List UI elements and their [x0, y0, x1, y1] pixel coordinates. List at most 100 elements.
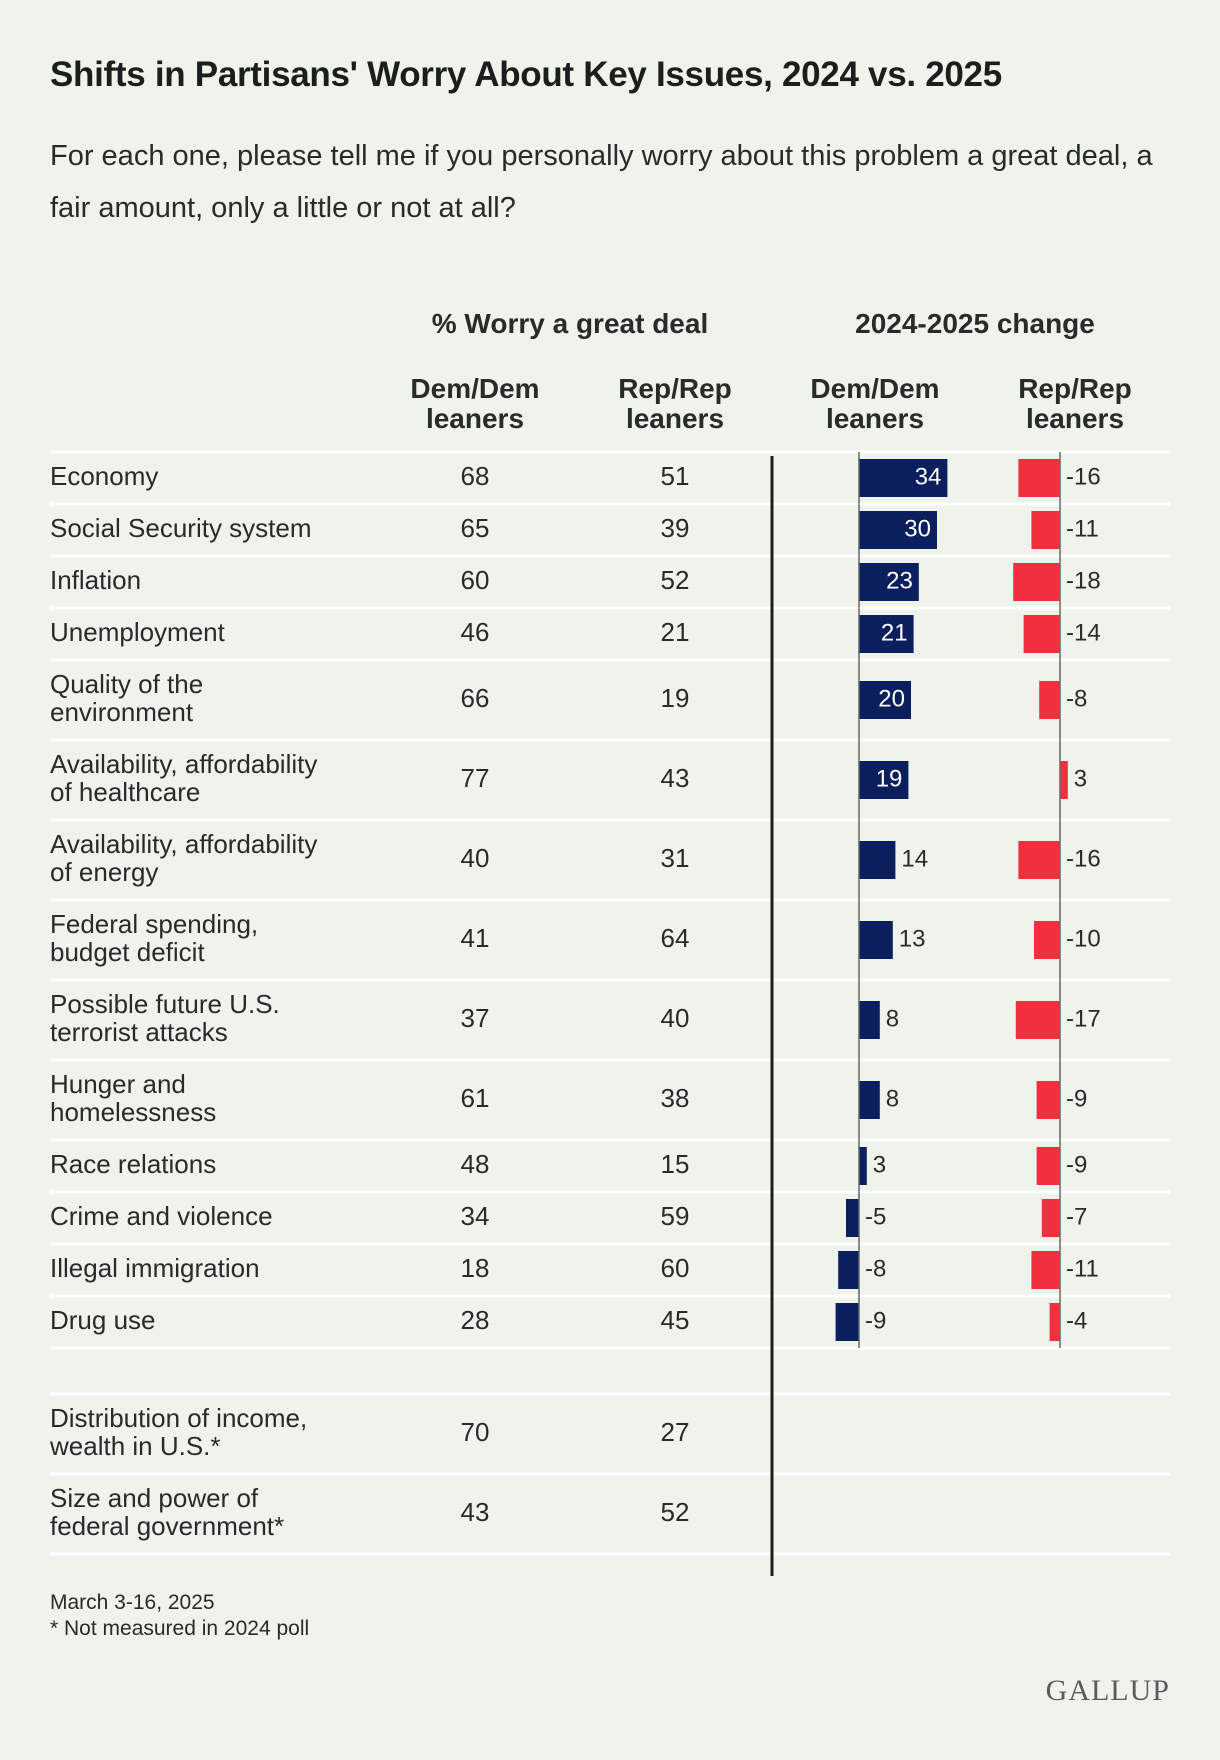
- rep-level-value: 45: [661, 1305, 690, 1335]
- dem-level-value: 37: [461, 1003, 490, 1033]
- rep-level-value: 21: [661, 617, 690, 647]
- dem-change-label: 20: [878, 685, 905, 712]
- dem-level-header: Dem/Dem leaners: [375, 374, 575, 434]
- dem-change-bar: [859, 1001, 880, 1039]
- rep-level-value: 19: [661, 683, 690, 713]
- rep-change-header-line1: Rep/Rep: [1018, 373, 1132, 404]
- rep-change-bar: [1060, 761, 1068, 799]
- footer: March 3-16, 2025 * Not measured in 2024 …: [50, 1590, 309, 1642]
- change-group-header: 2024-2025 change: [855, 308, 1095, 339]
- rep-level-value: 59: [661, 1201, 690, 1231]
- dem-change-header-line1: Dem/Dem: [810, 373, 940, 404]
- dem-change-bar: [859, 511, 937, 549]
- rep-change-bar: [1031, 1251, 1060, 1289]
- dem-level-value: 34: [461, 1201, 490, 1231]
- issue-label: Quality of the: [50, 669, 203, 699]
- rep-change-label: -14: [1066, 619, 1101, 646]
- dem-level-value: 61: [461, 1083, 490, 1113]
- dem-change-label: 21: [881, 619, 908, 646]
- issue-label: terrorist attacks: [50, 1017, 228, 1047]
- rep-level-value: 40: [661, 1003, 690, 1033]
- issue-label: Availability, affordability: [50, 749, 317, 779]
- issue-label: Social Security system: [50, 513, 312, 543]
- rep-change-label: -16: [1066, 463, 1101, 490]
- issue-label: homelessness: [50, 1097, 216, 1127]
- chart-subtitle: For each one, please tell me if you pers…: [50, 140, 1153, 224]
- dem-change-label: -9: [865, 1307, 886, 1334]
- dem-level-header-line1: Dem/Dem: [410, 373, 540, 404]
- dem-level-value: 77: [461, 763, 490, 793]
- rep-level-value: 43: [661, 763, 690, 793]
- rep-change-bar: [1018, 459, 1060, 497]
- rep-level-header: Rep/Rep leaners: [575, 374, 775, 434]
- rep-change-bar: [1036, 1147, 1060, 1185]
- dem-change-bar: [838, 1251, 859, 1289]
- dem-change-label: 3: [873, 1151, 886, 1178]
- rep-level-value: 27: [661, 1417, 690, 1447]
- rep-change-label: -10: [1066, 925, 1101, 952]
- rep-change-bar: [1041, 1199, 1060, 1237]
- issue-label: Distribution of income,: [50, 1403, 307, 1433]
- dem-change-label: 23: [886, 567, 913, 594]
- dem-change-bar: [859, 681, 911, 719]
- issue-label: Hunger and: [50, 1069, 186, 1099]
- rep-change-label: -11: [1066, 515, 1099, 542]
- issue-label: Possible future U.S.: [50, 989, 280, 1019]
- dem-change-label: 14: [901, 845, 928, 872]
- dem-change-label: 8: [886, 1005, 899, 1032]
- dem-level-value: 18: [461, 1253, 490, 1283]
- rep-change-bar: [1049, 1303, 1060, 1341]
- issue-label: of energy: [50, 857, 158, 887]
- rep-level-value: 15: [661, 1149, 690, 1179]
- dem-change-bar: [835, 1303, 859, 1341]
- dem-level-value: 41: [461, 923, 490, 953]
- rep-change-bar: [1015, 1001, 1060, 1039]
- dem-change-bar: [859, 761, 909, 799]
- rep-level-value: 60: [661, 1253, 690, 1283]
- level-group-header: % Worry a great deal: [431, 308, 709, 339]
- dem-level-value: 66: [461, 683, 490, 713]
- rep-level-value: 51: [661, 461, 690, 491]
- footer-note: * Not measured in 2024 poll: [50, 1617, 310, 1640]
- issue-label: Unemployment: [50, 617, 226, 647]
- dem-change-bar: [859, 459, 948, 497]
- dem-change-label: 19: [876, 765, 903, 792]
- dem-change-label: 30: [904, 515, 931, 542]
- rep-level-value: 39: [661, 513, 690, 543]
- issue-label: budget deficit: [50, 937, 205, 967]
- dem-change-label: 34: [915, 463, 942, 490]
- rep-change-bar: [1013, 563, 1060, 601]
- dem-level-value: 70: [461, 1417, 490, 1447]
- issue-label: Availability, affordability: [50, 829, 317, 859]
- issue-label: Crime and violence: [50, 1201, 273, 1231]
- dem-change-label: -5: [865, 1203, 886, 1230]
- rep-change-label: -4: [1066, 1307, 1087, 1334]
- rep-level-value: 64: [661, 923, 690, 953]
- rep-change-label: -9: [1066, 1151, 1087, 1178]
- dem-change-header-line2: leaners: [825, 403, 925, 434]
- rep-change-header-line2: leaners: [1025, 403, 1125, 434]
- rep-level-value: 31: [661, 843, 690, 873]
- rep-change-label: -11: [1066, 1255, 1099, 1282]
- rep-level-header-line2: leaners: [625, 403, 725, 434]
- rep-change-label: -17: [1066, 1005, 1101, 1032]
- dem-change-label: -8: [865, 1255, 886, 1282]
- dem-change-bar: [859, 921, 893, 959]
- rep-level-value: 52: [661, 1497, 690, 1527]
- issue-label: Size and power of: [50, 1483, 259, 1513]
- rep-change-label: -18: [1066, 567, 1101, 594]
- rep-level-value: 52: [661, 565, 690, 595]
- rep-level-header-line1: Rep/Rep: [618, 373, 732, 404]
- issue-label: Federal spending,: [50, 909, 258, 939]
- issue-label: wealth in U.S.*: [49, 1431, 221, 1461]
- rep-change-bar: [1018, 841, 1060, 879]
- dem-level-value: 40: [461, 843, 490, 873]
- rep-change-bar: [1023, 615, 1060, 653]
- rep-change-bar: [1031, 511, 1060, 549]
- rep-level-value: 38: [661, 1083, 690, 1113]
- rep-change-label: -8: [1066, 685, 1087, 712]
- dem-level-value: 65: [461, 513, 490, 543]
- rep-change-label: -16: [1066, 845, 1101, 872]
- dem-change-header: Dem/Dem leaners: [775, 374, 975, 434]
